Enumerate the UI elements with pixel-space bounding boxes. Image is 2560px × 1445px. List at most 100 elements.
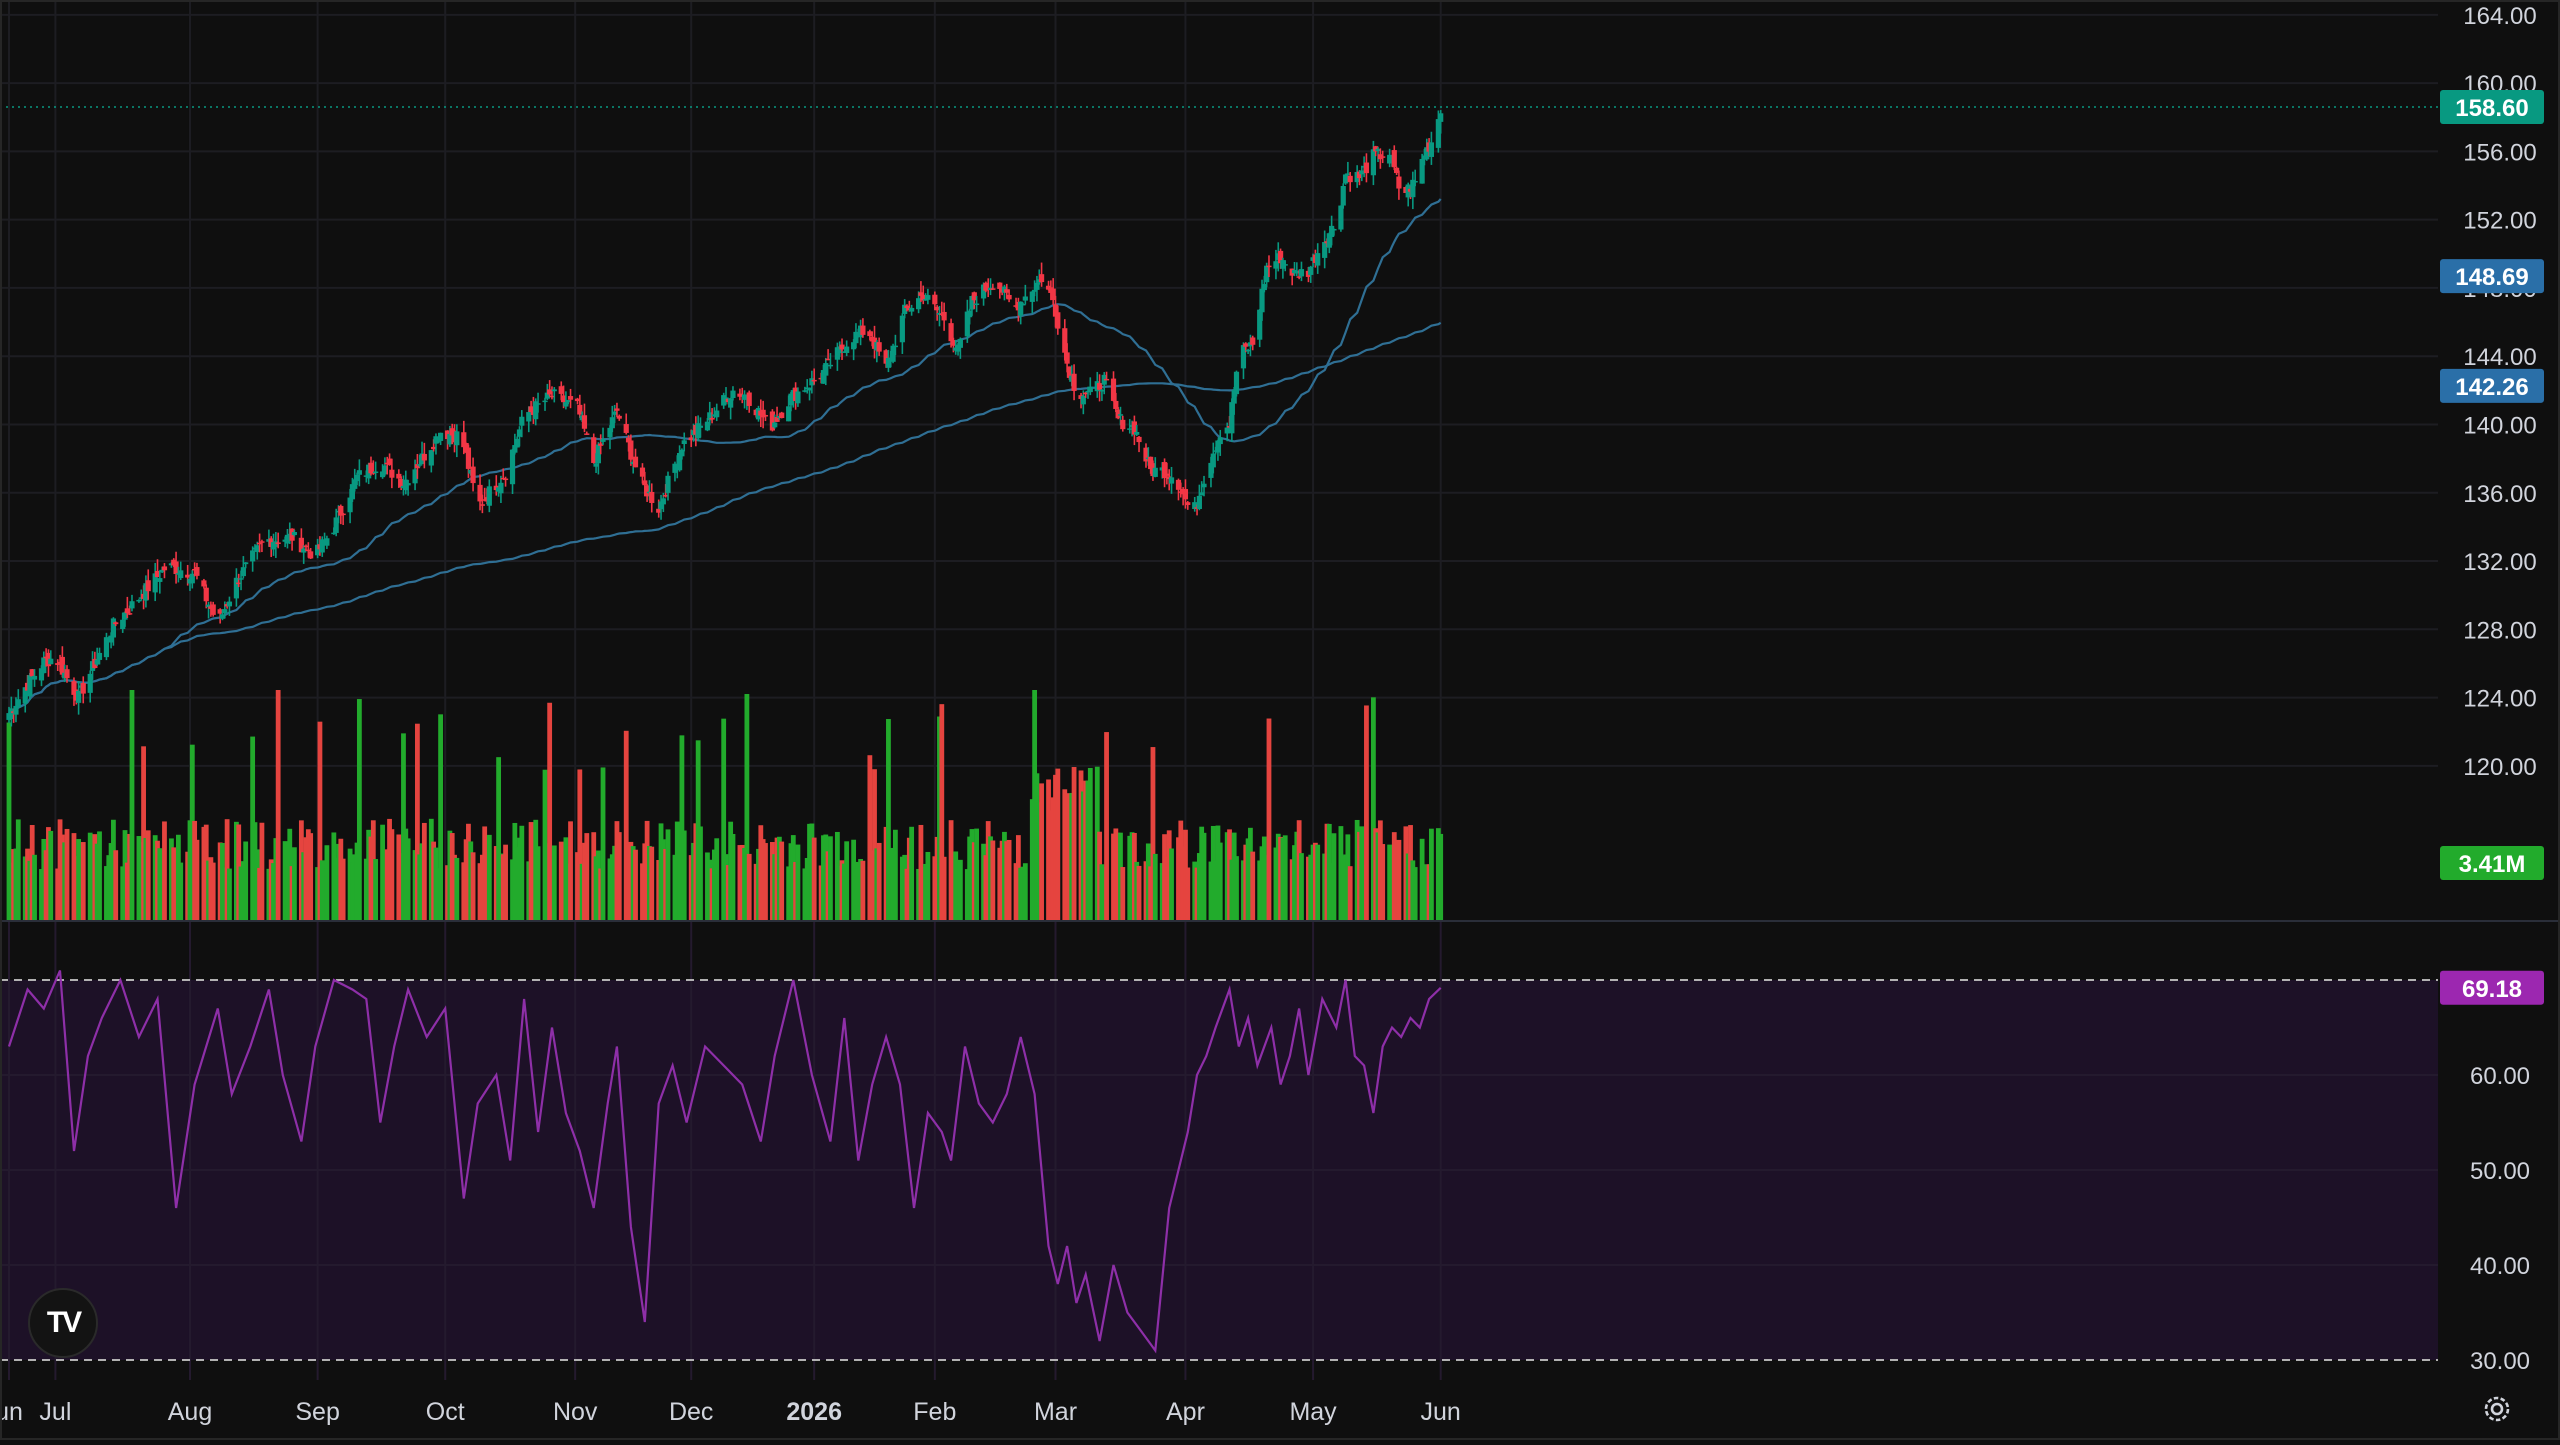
candle-body	[1329, 225, 1335, 238]
price-tick-label: 136.00	[2463, 481, 2536, 508]
candle-body	[639, 467, 646, 477]
candle-body	[1096, 383, 1103, 390]
volume-bar	[957, 859, 963, 920]
volume-bar	[1169, 848, 1174, 920]
candle-body	[883, 350, 889, 364]
volume-bar	[623, 730, 629, 920]
candle-body	[259, 541, 265, 543]
candle-body	[990, 288, 996, 290]
candle-body	[941, 311, 947, 321]
candle-body	[1410, 179, 1416, 198]
candle-body	[934, 306, 940, 311]
candle-body	[1134, 431, 1140, 435]
candle-body	[1136, 436, 1142, 443]
candle-body	[704, 421, 711, 431]
candle-body	[103, 637, 110, 658]
candle-body	[516, 429, 523, 437]
time-tick-label: 2026	[786, 1398, 842, 1426]
candle-body	[308, 551, 314, 559]
candle-body	[414, 464, 420, 469]
candle-body	[1182, 489, 1189, 500]
candle-body	[760, 409, 766, 418]
candle-body	[853, 331, 859, 344]
candle-body	[560, 395, 567, 403]
candle-body	[1175, 479, 1182, 490]
volume-bar	[974, 828, 980, 920]
candle-body	[145, 580, 151, 592]
candle-body	[1148, 456, 1154, 470]
candle-body	[154, 570, 161, 578]
price-tick-label: 144.00	[2463, 344, 2536, 371]
rsi-tick-label: 60.00	[2470, 1063, 2530, 1090]
volume-bar	[721, 718, 727, 920]
tradingview-logo-icon[interactable]: TV	[28, 1288, 98, 1358]
settings-gear-icon[interactable]	[2480, 1392, 2514, 1426]
volume-bar	[421, 822, 427, 920]
volume-bar	[811, 837, 817, 920]
candle-body	[535, 403, 541, 405]
time-tick-label: un	[0, 1398, 23, 1426]
candle-body	[1038, 274, 1045, 283]
volume-bar	[401, 733, 406, 920]
candle-body	[159, 569, 165, 573]
candle-body	[124, 608, 130, 614]
candle-body	[932, 294, 938, 305]
volume-bar	[275, 690, 281, 920]
candle-body	[598, 443, 604, 446]
volume-bar	[1136, 865, 1142, 920]
candle-body	[844, 346, 850, 353]
candle-body	[129, 601, 135, 609]
candle-body	[1103, 378, 1110, 381]
candle-body	[331, 532, 337, 535]
candle-body	[157, 578, 163, 582]
candle-body	[454, 431, 460, 446]
volume-bar	[162, 821, 167, 920]
candle-body	[658, 501, 664, 510]
candle-body	[1347, 175, 1353, 183]
candle-body	[250, 550, 256, 562]
candle-body	[291, 532, 298, 536]
candle-body	[714, 410, 720, 418]
volume-bar	[373, 859, 379, 920]
ma50-line	[8, 198, 1442, 714]
candle-body	[1245, 349, 1251, 352]
candle-body	[649, 491, 655, 503]
candle-body	[1233, 371, 1240, 395]
volume-bar	[1396, 839, 1402, 920]
candle-body	[820, 370, 827, 384]
candle-body	[1066, 366, 1073, 378]
candle-body	[1196, 495, 1202, 509]
candle-body	[922, 299, 929, 301]
candle-body	[642, 480, 648, 486]
candle-body	[1438, 113, 1444, 122]
volume-bar	[600, 767, 606, 920]
price-tick-label: 120.00	[2463, 754, 2536, 781]
candle-body	[64, 669, 70, 679]
volume-bar	[470, 852, 476, 920]
candle-body	[122, 612, 128, 620]
candle-body	[948, 323, 954, 342]
candle-body	[1199, 492, 1205, 496]
candle-body	[823, 363, 829, 376]
candle-body	[315, 544, 321, 556]
volume-bar	[1412, 867, 1418, 920]
candle-body	[632, 456, 639, 468]
time-tick-label: Aug	[168, 1398, 212, 1426]
volume-bar	[141, 746, 146, 920]
candle-body	[723, 397, 729, 400]
candle-body	[433, 436, 439, 444]
candle-body	[920, 294, 926, 301]
volume-bar	[681, 830, 687, 920]
volume-bar	[1299, 853, 1304, 920]
candle-body	[29, 669, 35, 677]
candle-body	[997, 282, 1003, 289]
volume-bar	[1370, 697, 1376, 920]
candle-body	[839, 344, 845, 350]
candle-body	[779, 412, 785, 419]
volume-bar	[64, 828, 70, 920]
candle-body	[96, 652, 103, 660]
candle-body	[437, 432, 444, 441]
candle-body	[695, 423, 701, 439]
price-tick-label: 156.00	[2463, 139, 2536, 166]
